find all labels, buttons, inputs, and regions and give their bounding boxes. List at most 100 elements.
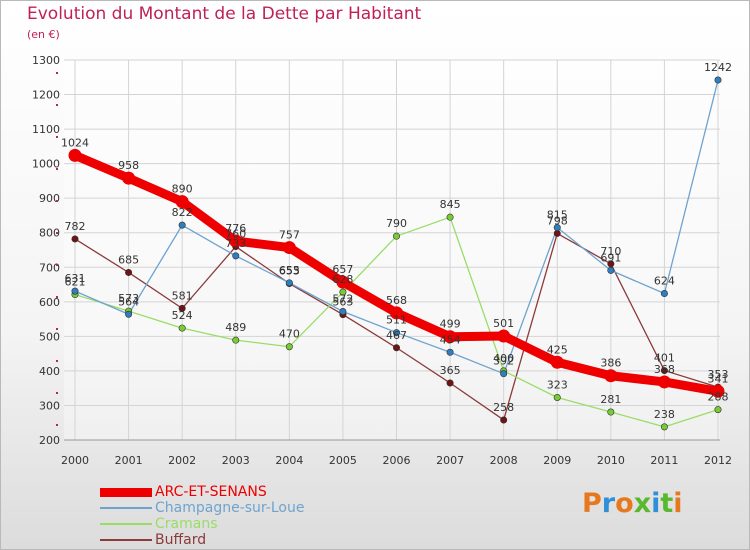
legend-item-buffard: Buffard	[100, 532, 360, 548]
data-label: 733	[225, 237, 246, 250]
data-point	[68, 148, 82, 162]
data-label: 628	[332, 273, 353, 286]
y-tick-label: 900	[39, 192, 60, 205]
legend-swatch	[100, 488, 152, 497]
data-point	[392, 329, 400, 337]
legend-swatch	[100, 507, 152, 509]
data-label: 281	[600, 393, 621, 406]
data-label: 568	[386, 294, 407, 307]
data-label: 288	[708, 391, 729, 404]
data-point	[339, 288, 347, 296]
data-point	[446, 348, 454, 356]
data-point	[232, 336, 240, 344]
logo-letter: o	[615, 488, 634, 519]
data-label: 890	[172, 183, 193, 196]
data-label: 782	[65, 220, 86, 233]
data-point	[232, 252, 240, 260]
data-label: 341	[708, 372, 729, 385]
data-point	[71, 287, 79, 295]
data-point	[711, 384, 725, 398]
data-label: 573	[118, 292, 139, 305]
data-label: 790	[386, 217, 407, 230]
data-point	[339, 307, 347, 315]
data-point	[553, 229, 561, 237]
data-point	[714, 76, 722, 84]
data-label: 563	[332, 296, 353, 309]
data-label: 776	[225, 222, 246, 235]
y-axis-dot	[56, 296, 58, 298]
y-axis-dot	[56, 136, 58, 138]
x-tick-label: 2011	[650, 454, 678, 467]
data-label: 400	[493, 352, 514, 365]
x-tick-label: 2000	[61, 454, 89, 467]
legend-item-arc-et-senans: ARC-ET-SENANS	[100, 484, 360, 500]
data-label: 258	[493, 401, 514, 414]
data-label: 524	[172, 309, 193, 322]
data-point	[178, 324, 186, 332]
x-tick-label: 2008	[490, 454, 518, 467]
data-point	[497, 329, 511, 343]
data-point	[282, 241, 296, 255]
y-axis-dot	[56, 232, 58, 234]
data-label: 386	[600, 357, 621, 370]
data-point	[178, 221, 186, 229]
data-label: 425	[547, 343, 568, 356]
x-tick-label: 2012	[704, 454, 732, 467]
data-label: 467	[386, 329, 407, 342]
data-label: 401	[654, 352, 675, 365]
proxiti-logo: Proxiti	[582, 488, 683, 519]
data-point	[607, 408, 615, 416]
data-label: 1024	[61, 136, 89, 149]
data-label: 958	[118, 159, 139, 172]
y-tick-label: 1100	[32, 123, 60, 136]
data-point	[336, 275, 350, 289]
y-tick-label: 1300	[32, 54, 60, 67]
legend-label: Buffard	[155, 532, 207, 548]
chart-subtitle: (en €)	[27, 28, 60, 41]
data-label: 501	[493, 317, 514, 330]
x-tick-label: 2001	[115, 454, 143, 467]
legend-swatch	[100, 523, 152, 525]
x-tick-label: 2005	[329, 454, 357, 467]
data-label: 454	[440, 333, 461, 346]
data-point	[500, 416, 508, 424]
data-label: 470	[279, 328, 300, 341]
data-label: 365	[440, 364, 461, 377]
data-point	[125, 310, 133, 318]
data-label: 323	[547, 379, 568, 392]
x-tick-label: 2009	[543, 454, 571, 467]
data-point	[443, 330, 457, 344]
y-tick-label: 300	[39, 399, 60, 412]
data-point	[178, 304, 186, 312]
data-label: 572	[332, 292, 353, 305]
legend-item-champagne-sur-loue: Champagne-sur-Loue	[100, 500, 360, 516]
data-point	[660, 290, 668, 298]
data-label: 685	[118, 253, 139, 266]
x-tick-label: 2007	[436, 454, 464, 467]
plot-area	[64, 60, 720, 440]
data-point	[392, 232, 400, 240]
data-point	[122, 171, 136, 185]
data-label: 631	[65, 272, 86, 285]
data-point	[553, 224, 561, 232]
data-label: 499	[440, 318, 461, 331]
data-point	[714, 406, 722, 414]
data-point	[660, 367, 668, 375]
data-label: 653	[279, 265, 300, 278]
data-label: 353	[708, 368, 729, 381]
y-tick-label: 1200	[32, 89, 60, 102]
data-label: 657	[332, 263, 353, 276]
data-point	[604, 369, 618, 383]
y-axis-dot	[56, 360, 58, 362]
data-label: 489	[225, 321, 246, 334]
data-label: 710	[600, 245, 621, 258]
data-label: 655	[279, 264, 300, 277]
data-label: 845	[440, 198, 461, 211]
y-tick-label: 1000	[32, 158, 60, 171]
data-point	[657, 375, 671, 389]
logo-letter: i	[651, 488, 661, 519]
data-label: 368	[654, 363, 675, 376]
legend-label: ARC-ET-SENANS	[155, 484, 267, 500]
